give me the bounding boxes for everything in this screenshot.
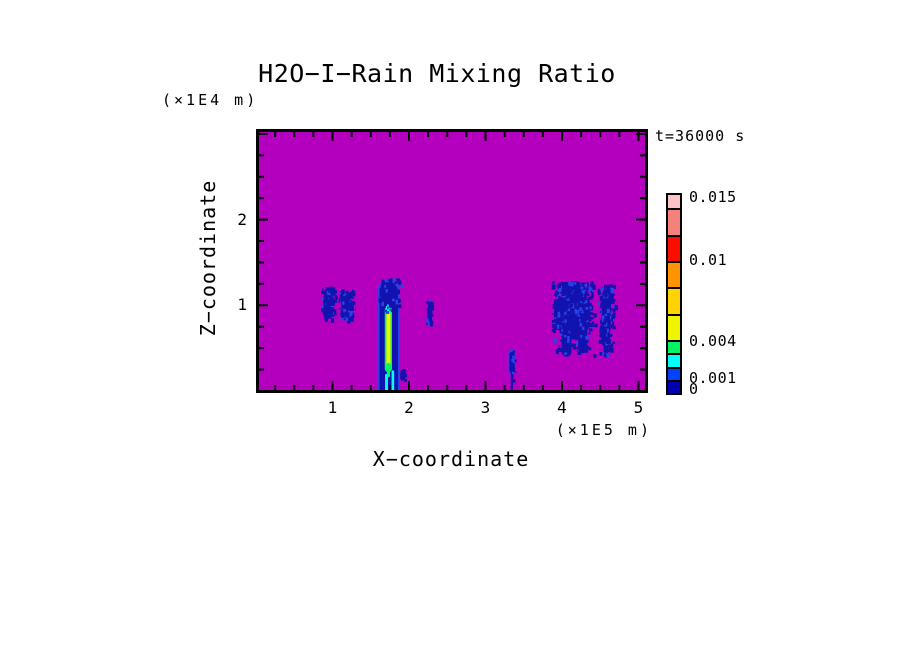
time-annotation: t=36000 s xyxy=(655,127,746,145)
rain-wisp xyxy=(426,299,435,327)
axis-ticks xyxy=(259,132,645,390)
z-tick-label-1: 1 xyxy=(237,295,247,315)
rain-streak-left-b xyxy=(338,289,357,324)
rain-speck xyxy=(400,368,407,382)
x-tick-label-5: 5 xyxy=(633,398,644,417)
x-tick-label-1: 1 xyxy=(327,398,338,417)
colorbar-segment-6 xyxy=(668,260,680,288)
rain-shaft xyxy=(508,349,517,392)
contour-field xyxy=(256,129,648,393)
field-background xyxy=(256,129,648,393)
colorbar-segment-2 xyxy=(668,353,680,367)
x-tick-label-3: 3 xyxy=(480,398,491,417)
colorbar-tick-label-0.01: 0.01 xyxy=(689,251,728,270)
colorbar-tick-label-0.004: 0.004 xyxy=(689,332,737,351)
x-tick-label-4: 4 xyxy=(557,398,567,417)
colorbar-segment-3 xyxy=(668,340,680,354)
colorbar xyxy=(666,193,682,395)
x-axis-title: X−coordinate xyxy=(372,447,530,471)
rain-streak-right xyxy=(597,284,618,358)
figure-title: H2O−I−Rain Mixing Ratio xyxy=(258,59,616,88)
colorbar-segment-9 xyxy=(668,195,680,209)
rain-streak-left-a xyxy=(320,286,338,323)
main-rain-column xyxy=(378,278,404,392)
x-tick-label-2: 2 xyxy=(404,398,414,417)
colorbar-segment-0 xyxy=(668,379,680,393)
colorbar-tick-label-0.015: 0.015 xyxy=(689,188,737,206)
z-axis-unit-label: (×1E4 m) xyxy=(162,91,259,109)
rain-cloud xyxy=(551,281,598,358)
colorbar-segment-7 xyxy=(668,234,680,261)
z-tick-label-2: 2 xyxy=(237,209,247,229)
x-axis-unit-label: (×1E5 m) xyxy=(555,421,652,439)
colorbar-segment-5 xyxy=(668,287,680,314)
colorbar-segment-8 xyxy=(668,208,680,235)
plot-area xyxy=(256,129,648,393)
colorbar-tick-label-0: 0 xyxy=(689,380,699,398)
plot-frame xyxy=(256,129,648,393)
colorbar-segment-4 xyxy=(668,313,680,341)
z-axis-title: Z−coordinate xyxy=(196,179,220,337)
colorbar-segment-1 xyxy=(668,366,680,380)
colorbar-tick-label-0.001: 0.001 xyxy=(689,368,737,387)
